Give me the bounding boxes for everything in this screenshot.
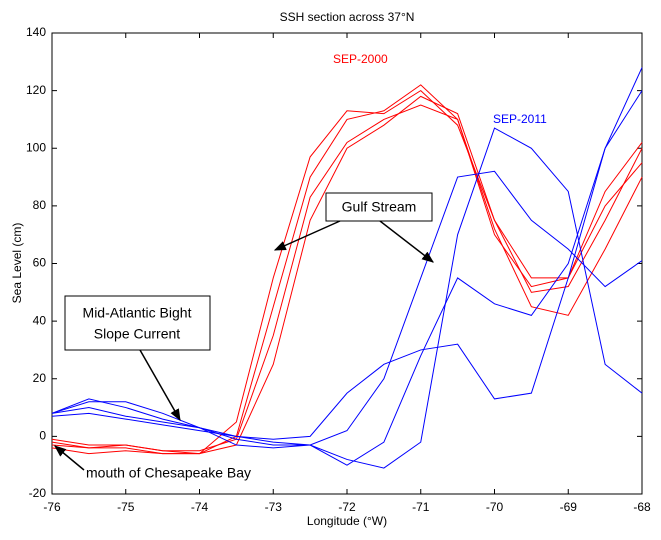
annotation-box	[64, 295, 211, 351]
x-tick-label: -76	[43, 500, 61, 514]
x-tick-label: -68	[633, 500, 651, 514]
annotation: Slope Current	[94, 326, 180, 342]
line	[51, 84, 643, 455]
plot-area: -20 0 20 40 60 80 100 120 140 -76 -75 -74 -73 -72 -71 -…	[26, 25, 651, 514]
x-tick-label: -72	[338, 500, 356, 514]
x-tick-label: -71	[412, 500, 430, 514]
arrow	[54, 445, 85, 471]
line	[51, 95, 643, 455]
annotations: SEP-2000 SEP-2011 Gulf Stream Mid-Atlant…	[54, 52, 547, 481]
annotation: Gulf Stream	[342, 199, 417, 215]
x-axis-label: Longitude (°W)	[307, 514, 387, 528]
y-tick-label: 140	[26, 25, 46, 39]
arrow	[379, 220, 434, 263]
annotation: Mid-Atlantic Bight	[83, 305, 192, 321]
line	[51, 104, 643, 452]
y-tick-label: 0	[39, 429, 46, 443]
y-tick-label: 120	[26, 83, 46, 97]
line	[51, 127, 643, 469]
arrow	[273, 220, 341, 251]
y-tick-label: -20	[29, 486, 47, 500]
y-tick-label: 40	[33, 313, 47, 327]
y-axis-label: Sea Level (cm)	[10, 223, 24, 304]
x-tick-label: -70	[486, 500, 504, 514]
y-tick-label: 80	[33, 198, 47, 212]
line	[51, 170, 643, 446]
annotation-box	[325, 192, 433, 222]
y-tick-label: 100	[26, 140, 46, 154]
plot-frame	[51, 32, 643, 495]
annotation: mouth of Chesapeake Bay	[86, 465, 251, 481]
line	[51, 89, 643, 455]
line	[51, 67, 643, 466]
arrow	[139, 349, 181, 422]
x-tick-label: -69	[560, 500, 578, 514]
annotation: SEP-2000	[333, 52, 388, 66]
chart-title: SSH section across 37°N	[280, 10, 415, 24]
x-tick-label: -73	[265, 500, 283, 514]
x-tick-label: -74	[191, 500, 209, 514]
y-tick-label: 20	[33, 371, 47, 385]
line	[51, 90, 643, 440]
x-tick-label: -75	[117, 500, 135, 514]
annotation: SEP-2011	[493, 112, 547, 126]
y-tick-label: 60	[33, 256, 47, 270]
